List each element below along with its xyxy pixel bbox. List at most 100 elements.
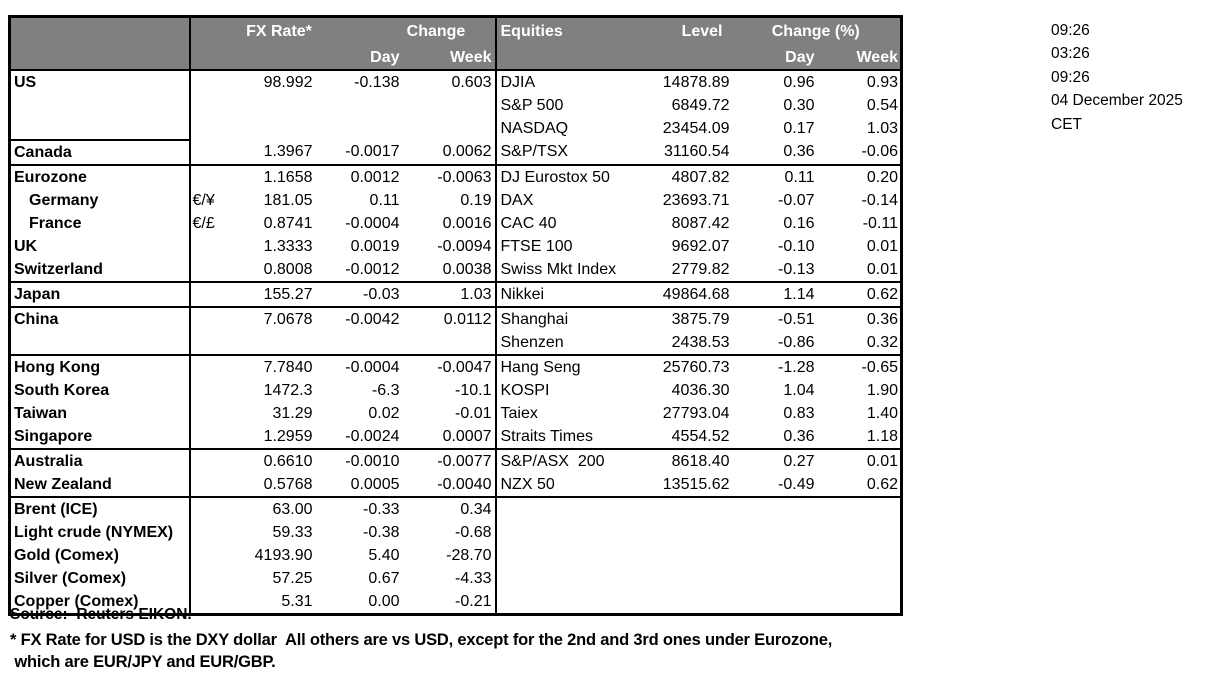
equity-level-cell: 23454.09 xyxy=(662,119,730,137)
fx-day-header: Day xyxy=(317,45,403,71)
row-label-cell: Brent (ICE) xyxy=(9,495,191,521)
fx-rate-cell xyxy=(230,331,318,355)
row-label-cell: Germany xyxy=(9,188,191,212)
currency-pair-cell xyxy=(190,140,230,165)
row-label-cell: Hong Kong xyxy=(9,353,191,379)
fx-week-change-cell xyxy=(402,330,497,355)
currency-pair-cell xyxy=(190,94,230,117)
currency-pair-cell: €/¥ xyxy=(192,191,215,209)
fx-day-change-cell: -0.0004 xyxy=(317,353,403,379)
equity-name-cell xyxy=(496,521,639,544)
row-label-cell: China xyxy=(9,305,191,331)
equity-week-change-cell xyxy=(817,544,902,567)
equities-header: Equities xyxy=(495,16,639,46)
equity-level-cell: 4036.30 xyxy=(671,381,730,399)
fx-day-change-cell: -0.0004 xyxy=(345,214,400,232)
row-label-cell: Light crude (NYMEX) xyxy=(9,520,191,544)
currency-pair-cell xyxy=(189,447,230,473)
equity-week-change-cell: 1.03 xyxy=(866,119,898,137)
currency-pair-cell xyxy=(189,353,230,379)
rate-header-empty xyxy=(229,45,318,71)
fx-rate-cell: 57.25 xyxy=(272,569,313,587)
fx-week-change-cell: -28.70 xyxy=(402,543,497,567)
equity-level-cell: 23693.71 xyxy=(662,191,730,209)
currency-pair-cell xyxy=(190,402,230,425)
equity-name-cell xyxy=(496,544,639,567)
row-label-cell xyxy=(9,93,191,117)
fx-rate-cell: 7.0678 xyxy=(229,305,318,331)
equity-name-cell: DJ Eurostox 50 xyxy=(495,163,639,189)
row-label-cell: Canada xyxy=(9,138,191,165)
fx-day-change-cell: 0.0012 xyxy=(317,163,403,189)
fx-week-change-cell: 0.0007 xyxy=(402,424,497,449)
table-row: Hong Kong 7.7840 -0.0004 -0.0047 Hang Seng 25… xyxy=(9,353,902,379)
currency-pair-cell xyxy=(190,258,230,282)
equities-header-empty xyxy=(495,45,639,71)
equity-level-cell: 9692.07 xyxy=(671,237,730,255)
equity-week-change-cell: 0.32 xyxy=(866,333,898,351)
equity-level-cell xyxy=(639,567,732,590)
equity-level-cell: 4807.82 xyxy=(638,163,732,189)
table-row: Eurozone 1.1658 0.0012 -0.0063 DJ Eurostox 5… xyxy=(9,163,902,189)
equity-day-change-cell: 0.17 xyxy=(783,119,815,137)
pair-header-empty xyxy=(189,45,230,71)
fx-rate-cell: 31.29 xyxy=(272,404,313,422)
table-row: New Zealand 0.5768 0.0005 -0.0040 NZX 50 1351… xyxy=(9,472,902,497)
fx-rate-cell: 0.8008 xyxy=(263,260,313,278)
currency-pair-cell xyxy=(190,117,230,140)
equity-day-change-cell xyxy=(732,567,817,590)
currency-pair-cell xyxy=(190,544,230,567)
corner-cell xyxy=(9,16,191,46)
fx-day-change-cell: -0.0017 xyxy=(345,143,400,160)
table-row: Light crude (NYMEX) 59.33 -0.38 -0.68 xyxy=(9,520,902,544)
table-row: Singapore 1.2959 -0.0024 0.0007 Straits Time… xyxy=(9,424,902,449)
equity-name-cell: Shanghai xyxy=(495,305,639,331)
level-header: Level xyxy=(638,16,732,46)
fx-week-change-cell: -0.0077 xyxy=(402,447,497,473)
row-label-cell: Switzerland xyxy=(9,257,191,282)
equity-level-cell: 13515.62 xyxy=(662,475,730,493)
fx-day-change-cell: 0.67 xyxy=(368,569,400,587)
equity-day-change-cell: -0.07 xyxy=(778,191,815,209)
equity-week-change-cell: 0.01 xyxy=(866,237,898,255)
equity-week-change-cell: 1.90 xyxy=(866,381,898,399)
currency-pair-cell xyxy=(189,280,230,307)
currency-pair-cell xyxy=(190,70,230,94)
equity-level-cell: 2438.53 xyxy=(671,333,730,351)
equity-name-cell: DAX xyxy=(500,191,534,209)
equities-day-header: Day xyxy=(731,45,817,71)
fx-rate-cell: 1.3967 xyxy=(263,143,313,160)
table-row: Australia 0.6610 -0.0010 -0.0077 S&P/ASX 200… xyxy=(9,447,902,473)
fx-week-change-cell: -0.01 xyxy=(402,401,497,425)
equity-week-change-cell: 0.62 xyxy=(816,280,902,307)
equity-name-cell: NASDAQ xyxy=(500,119,569,137)
currency-pair-cell xyxy=(190,235,230,258)
fx-week-change-cell xyxy=(402,116,497,140)
table-row: Japan 155.27 -0.03 1.03 Nikkei 49864.68 1.14 0.… xyxy=(9,280,902,307)
table-row: Gold (Comex) 4193.90 5.40 -28.70 xyxy=(9,543,902,567)
fx-rate-cell: 181.05 xyxy=(263,191,313,209)
time-tertiary: 09:26 xyxy=(1051,68,1090,86)
currency-pair-cell: €/£ xyxy=(192,214,215,232)
corner-cell-row2 xyxy=(9,45,191,71)
row-label-cell: Eurozone xyxy=(9,163,191,189)
fx-week-change-cell: -4.33 xyxy=(402,566,497,590)
row-label-cell: Taiwan xyxy=(9,401,191,425)
fx-day-change-cell: -0.138 xyxy=(354,73,400,91)
equity-level-cell: 3875.79 xyxy=(638,305,732,331)
fx-week-change-cell: -0.0094 xyxy=(402,234,497,258)
row-label-cell: Australia xyxy=(9,447,191,473)
table-row: Copper (Comex) 5.31 0.00 -0.21 xyxy=(9,589,902,614)
equity-day-change-cell: -0.13 xyxy=(778,260,815,278)
equity-level-cell xyxy=(638,495,732,521)
fx-day-change-cell: -0.33 xyxy=(317,495,403,521)
fx-rate-cell: 0.8741 xyxy=(263,214,313,232)
equity-week-change-cell: 0.62 xyxy=(866,475,898,493)
equity-day-change-cell xyxy=(732,544,817,567)
footnotes: Source: Reuters EIKON. * FX Rate for USD… xyxy=(10,606,832,673)
table-row: Silver (Comex) 57.25 0.67 -4.33 xyxy=(9,566,902,590)
table-row: UK 1.3333 0.0019 -0.0094 FTSE 100 9692.07 -0.1… xyxy=(9,234,902,258)
row-label-cell: Silver (Comex) xyxy=(9,566,191,590)
row-label-cell: US xyxy=(9,69,191,94)
fx-day-change-cell: 0.0005 xyxy=(350,475,400,493)
